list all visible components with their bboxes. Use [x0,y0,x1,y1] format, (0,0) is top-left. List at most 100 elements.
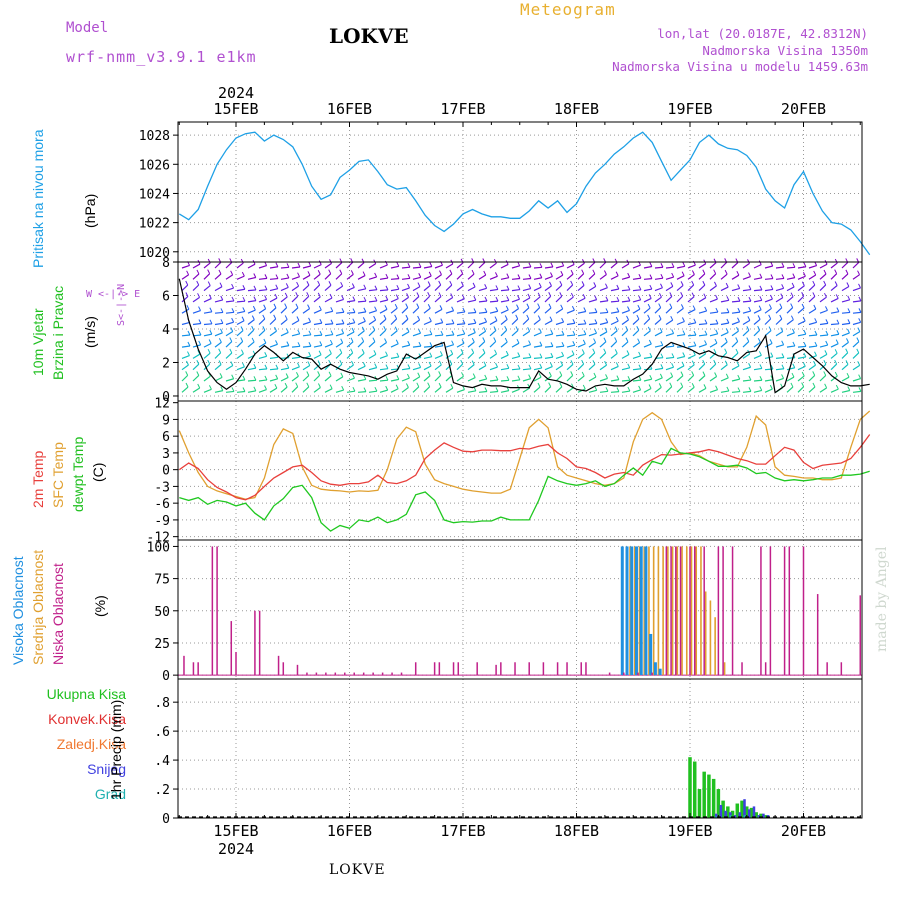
wind-barb [522,378,531,382]
wind-barb-flag [604,327,608,333]
wind-barb-flag [473,318,477,324]
wind-barb-flag [407,262,411,268]
wind-barb [632,368,642,371]
wind-barb [643,307,651,314]
wind-barb [225,364,234,371]
wind-barb-flag [308,317,312,323]
wind-barb [830,388,839,393]
wind-barb [852,300,862,303]
wind-barb [390,330,398,337]
wind-barb-flag [385,351,388,356]
wind-barb-flag [856,348,860,354]
wind-barb-flag [242,362,245,368]
ytick-label: 0 [162,390,170,405]
wind-barb [610,341,618,348]
ytick-label: 0 [162,464,170,479]
cloud-bar-low [651,672,653,676]
wind-barb-flag [319,341,323,346]
wind-barb-flag [702,269,706,275]
wind-barb [533,266,543,269]
wind-barb [731,262,739,269]
cloud-bar-mid [700,546,702,676]
wind-barb [456,342,465,348]
wind-barb-flag [363,284,367,290]
wind-barb [456,273,464,280]
wind-barb [423,356,432,359]
wind-barb-flag [649,262,653,267]
wind-barb-flag [571,305,575,311]
wind-barb-flag [251,337,255,343]
wind-barb-flag [801,292,805,297]
ytick-label: 50 [154,605,170,620]
wind-barb-flag [352,373,355,379]
wind-barb [676,375,684,382]
wind-barb-flag [537,303,541,308]
wind-barb-flag [262,314,266,320]
wind-barb [489,288,499,292]
wind-barb [181,264,190,269]
wind-barb-flag [616,375,620,380]
wind-barb [830,343,839,348]
wind-barb [313,273,321,280]
cloud-bar-low [306,672,308,676]
wind-barb-flag [682,262,686,267]
wind-barb [434,264,443,269]
wind-barb-flag [406,327,410,333]
ytick-label: 4 [162,323,170,338]
wind-barb-flag [538,282,542,288]
wind-barb-flag [527,293,531,299]
wind-barb [808,364,816,371]
cloud-bar-low [334,672,337,676]
wind-barb [753,309,762,314]
wind-barb [434,308,443,314]
wind-compass: W <-|-> E [86,289,141,300]
wind-barb [247,276,256,280]
wind-barb [258,318,266,325]
wind-barb-flag [405,303,409,308]
wind-barb-flag [472,328,476,333]
wind-barb-flag [757,315,761,320]
wind-barb-flag [746,326,750,331]
wind-barb-flag [482,348,486,354]
wind-barb [401,357,411,359]
wind-barb [643,265,652,269]
wind-barb-flag [506,364,510,369]
wind-barb [225,300,235,303]
wind-barb-flag [220,386,224,391]
wind-barb-flag [284,382,288,388]
wind-barb [764,265,773,269]
wind-barb [324,297,333,303]
wind-barb [742,341,750,348]
wind-barb-flag [758,351,762,356]
wind-barb-flag [748,363,752,368]
wind-barb [698,297,707,303]
wind-barb [236,320,245,326]
wind-barb-flag [329,293,333,299]
wind-barb-flag [603,270,607,275]
wind-barb [764,307,772,314]
wind-barb-flag [825,330,829,336]
cloud-bar-low [703,546,705,676]
wind-barb-flag [241,349,244,354]
wind-barb [313,284,321,292]
wind-barb-flag [416,303,420,308]
wind-barb [753,264,762,269]
wind-barb-flag [614,349,618,354]
wind-barb-flag [230,361,234,366]
wind-barb [324,284,332,292]
wind-barb [500,379,510,382]
wind-barb [841,286,850,292]
wind-barb-flag [317,383,321,388]
wind-barb-flag [845,269,849,275]
wind-barb [203,262,211,269]
wind-barb [775,356,785,359]
wind-barb [731,378,740,382]
wind-barb [555,284,563,292]
wind-barb [720,261,728,269]
wind-barb [753,329,761,337]
wind-barb [676,307,684,314]
wind-barb [335,323,345,326]
wind-barb-flag [790,303,794,308]
ytick-label: 1028 [139,129,170,144]
wind-barb-flag [770,364,774,370]
